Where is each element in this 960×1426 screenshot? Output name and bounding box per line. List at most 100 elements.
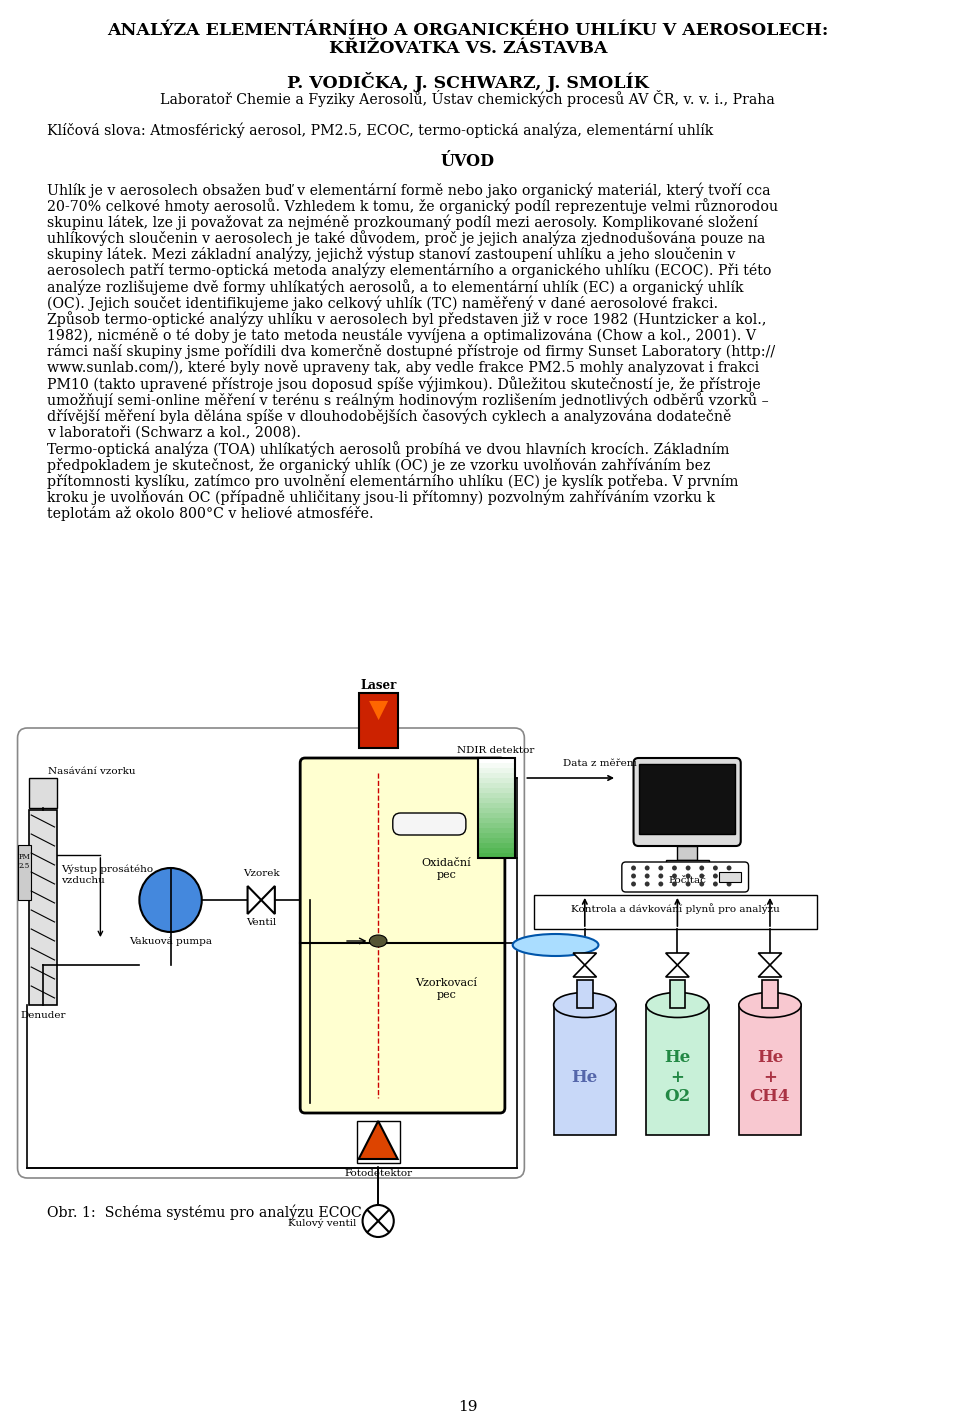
Polygon shape — [477, 763, 515, 769]
Polygon shape — [477, 799, 515, 804]
Circle shape — [659, 881, 663, 887]
Circle shape — [685, 881, 690, 887]
Text: aerosolech patří termo-optická metoda analýzy elementárního a organického uhlíku: aerosolech patří termo-optická metoda an… — [47, 262, 771, 278]
Text: Kulový ventil: Kulový ventil — [288, 1218, 357, 1228]
Text: skupiny látek. Mezi základní analýzy, jejichž výstup stanoví zastoupení uhlíku a: skupiny látek. Mezi základní analýzy, je… — [47, 247, 735, 262]
Polygon shape — [477, 813, 515, 819]
Ellipse shape — [554, 992, 616, 1018]
Circle shape — [713, 881, 718, 887]
Polygon shape — [739, 1005, 802, 1135]
Polygon shape — [477, 848, 515, 854]
Polygon shape — [477, 833, 515, 838]
Polygon shape — [248, 886, 261, 914]
Polygon shape — [477, 853, 515, 858]
Circle shape — [685, 874, 690, 878]
Polygon shape — [17, 846, 31, 900]
Circle shape — [631, 874, 636, 878]
Polygon shape — [762, 980, 778, 1008]
Circle shape — [685, 866, 690, 870]
Circle shape — [659, 866, 663, 870]
Text: Fotodetektor: Fotodetektor — [344, 1169, 412, 1178]
Text: Nasávání vzorku: Nasávání vzorku — [48, 767, 135, 776]
Circle shape — [699, 874, 705, 878]
Circle shape — [672, 881, 677, 887]
Text: ANALÝZA ELEMENTÁRNÍHO A ORGANICKÉHO UHLÍKU V AEROSOLECH:: ANALÝZA ELEMENTÁRNÍHO A ORGANICKÉHO UHLÍ… — [108, 21, 828, 39]
Text: uhlíkových sloučenin v aerosolech je také důvodem, proč je jejich analýza zjedno: uhlíkových sloučenin v aerosolech je tak… — [47, 231, 765, 247]
Circle shape — [363, 1205, 394, 1236]
Polygon shape — [678, 846, 697, 860]
Polygon shape — [29, 810, 57, 1005]
Ellipse shape — [513, 934, 598, 955]
Text: www.sunlab.com/), které byly nově upraveny tak, aby vedle frakce PM2.5 mohly ana: www.sunlab.com/), které byly nově uprave… — [47, 361, 759, 375]
Text: Uhlík je v aerosolech obsažen buď v elementární formě nebo jako organický materi: Uhlík je v aerosolech obsažen buď v elem… — [47, 183, 770, 197]
Text: Ventil: Ventil — [246, 918, 276, 927]
Polygon shape — [639, 764, 735, 834]
Text: skupinu látek, lze ji považovat za nejméně prozkoumaný podíl mezi aerosoly. Komp: skupinu látek, lze ji považovat za nejmé… — [47, 214, 757, 230]
Polygon shape — [477, 843, 515, 848]
Text: Způsob termo-optické analýzy uhlíku v aerosolech byl představen již v roce 1982 : Způsob termo-optické analýzy uhlíku v ae… — [47, 312, 766, 328]
Polygon shape — [477, 803, 515, 809]
Text: Vzorkovací
pec: Vzorkovací pec — [416, 978, 477, 1000]
Text: Vakuová pumpa: Vakuová pumpa — [129, 937, 212, 947]
Circle shape — [659, 874, 663, 878]
Polygon shape — [719, 873, 741, 883]
Circle shape — [713, 874, 718, 878]
Text: MnO₂: MnO₂ — [414, 817, 444, 826]
Polygon shape — [646, 1005, 708, 1135]
Text: Laboratoř Chemie a Fyziky Aerosolů, Ústav chemických procesů AV ČR, v. v. i., Pr: Laboratoř Chemie a Fyziky Aerosolů, Ústa… — [160, 90, 776, 107]
Circle shape — [672, 874, 677, 878]
Circle shape — [672, 866, 677, 870]
Circle shape — [645, 874, 650, 878]
Polygon shape — [477, 819, 515, 824]
Text: Obr. 1:  Schéma systému pro analýzu ECOC: Obr. 1: Schéma systému pro analýzu ECOC — [47, 1205, 362, 1221]
Polygon shape — [577, 980, 592, 1008]
FancyBboxPatch shape — [622, 861, 749, 893]
FancyBboxPatch shape — [17, 729, 524, 1178]
Polygon shape — [477, 793, 515, 799]
Text: kroku je uvolňován OC (případně uhličitany jsou-li přítomny) pozvolným zahřívání: kroku je uvolňován OC (případně uhličita… — [47, 489, 715, 505]
Text: analýze rozlišujeme dvě formy uhlíkatých aerosolů, a to elementární uhlík (EC) a: analýze rozlišujeme dvě formy uhlíkatých… — [47, 279, 743, 295]
Polygon shape — [477, 779, 515, 784]
Polygon shape — [573, 953, 596, 965]
Text: v laboratoři (Schwarz a kol., 2008).: v laboratoři (Schwarz a kol., 2008). — [47, 425, 300, 439]
Polygon shape — [665, 953, 689, 965]
Text: Laser: Laser — [360, 679, 396, 692]
Text: 1982), nicméně o té doby je tato metoda neustále vyvíjena a optimalizována (Chow: 1982), nicméně o té doby je tato metoda … — [47, 328, 756, 342]
Polygon shape — [261, 886, 275, 914]
Text: ▼: ▼ — [369, 697, 388, 722]
Text: Výstup prosátého
vzduchu: Výstup prosátého vzduchu — [61, 866, 154, 886]
Polygon shape — [477, 829, 515, 834]
Text: přítomnosti kyslíku, zatímco pro uvolnění elementárního uhlíku (EC) je kyslík po: přítomnosti kyslíku, zatímco pro uvolněn… — [47, 473, 738, 489]
Polygon shape — [534, 896, 817, 928]
Circle shape — [727, 881, 732, 887]
Polygon shape — [29, 779, 57, 809]
Text: He
+
CH4: He + CH4 — [750, 1050, 790, 1105]
Text: rámci naší skupiny jsme pořídili dva komerčně dostupné přístroje od firmy Sunset: rámci naší skupiny jsme pořídili dva kom… — [47, 344, 775, 359]
Polygon shape — [758, 965, 781, 977]
FancyBboxPatch shape — [393, 813, 466, 836]
Polygon shape — [477, 759, 515, 764]
Polygon shape — [665, 965, 689, 977]
Ellipse shape — [646, 992, 708, 1018]
Text: teplotám až okolo 800°C v heliové atmosféře.: teplotám až okolo 800°C v heliové atmosf… — [47, 506, 373, 520]
Polygon shape — [477, 769, 515, 774]
Polygon shape — [359, 1121, 397, 1159]
Text: ÚVOD: ÚVOD — [441, 153, 494, 170]
Polygon shape — [665, 860, 708, 868]
FancyBboxPatch shape — [634, 759, 741, 846]
Circle shape — [645, 881, 650, 887]
Text: dřívější měření byla dělána spíše v dlouhodobějších časových cyklech a analyzová: dřívější měření byla dělána spíše v dlou… — [47, 409, 732, 425]
Text: PM10 (takto upravené přístroje jsou doposud spíše výjimkou). Důležitou skutečnos: PM10 (takto upravené přístroje jsou dopo… — [47, 376, 760, 392]
Circle shape — [699, 866, 705, 870]
Polygon shape — [554, 1005, 616, 1135]
Text: PM
2.5: PM 2.5 — [18, 853, 31, 870]
Text: KŘIŽOVATKA VS. ZÁSTAVBA: KŘIŽOVATKA VS. ZÁSTAVBA — [328, 40, 607, 57]
Polygon shape — [477, 823, 515, 829]
Text: Denuder: Denuder — [20, 1011, 65, 1020]
Polygon shape — [477, 809, 515, 814]
Text: umožňují semi-online měření v terénu s reálným hodinovým rozlišením jednotlivých: umožňují semi-online měření v terénu s r… — [47, 392, 769, 408]
Text: He: He — [571, 1068, 598, 1085]
Text: Klíčová slova: Atmosférický aerosol, PM2.5, ECOC, termo-optická analýza, element: Klíčová slova: Atmosférický aerosol, PM2… — [47, 123, 713, 137]
Text: P. VODIČKA, J. SCHWARZ, J. SMOLÍK: P. VODIČKA, J. SCHWARZ, J. SMOLÍK — [287, 71, 649, 93]
Text: Počítač: Počítač — [668, 876, 706, 886]
